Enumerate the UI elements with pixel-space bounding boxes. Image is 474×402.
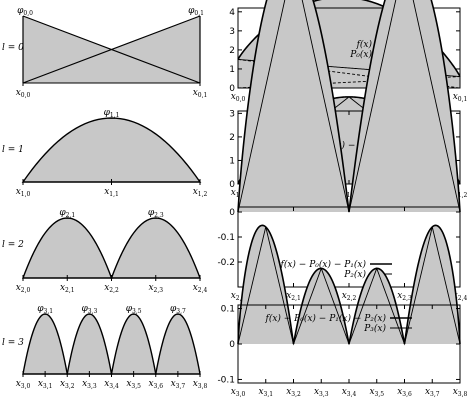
y-tick-label: -0.1	[217, 233, 235, 243]
x-tick-label: x2,3	[148, 283, 163, 294]
x-tick-label: x3,7	[425, 387, 440, 398]
x-tick-label: x3,1	[258, 387, 273, 398]
y-tick-label: 0	[229, 340, 235, 350]
x-tick-label: x2,3	[397, 291, 412, 302]
y-tick-label: 0	[229, 84, 235, 94]
x-tick-label: x1,0	[16, 187, 31, 198]
y-tick-label: 3	[229, 27, 235, 37]
level-label-0: l = 0	[2, 43, 24, 53]
y-tick-label: 4	[229, 8, 235, 18]
x-tick-label: x3,8	[193, 379, 208, 390]
x-tick-label: x3,6	[397, 387, 412, 398]
y-tick-label: 0	[229, 208, 235, 218]
x-tick-label: x3,3	[314, 387, 329, 398]
phi-label: φ2,1	[59, 208, 75, 219]
phi-label: φ3,3	[81, 304, 97, 315]
left-basis-panels: φ0,0 φ0,1 x0,0 x0,1 φ1,1 x1,0 x1,1 x1,2 φ2,1 φ2,3…	[16, 6, 208, 390]
phi-label: φ0,0	[17, 6, 33, 17]
basis-bump	[21, 117, 202, 183]
y-tick-label: 2	[229, 46, 235, 56]
residual-fill	[238, 225, 460, 344]
level-label-1: l = 1	[2, 145, 24, 155]
level-label-2: l = 2	[2, 240, 24, 250]
phi-label: φ2,3	[148, 208, 164, 219]
basis-bump	[66, 313, 113, 375]
x-tick-label: x3,2	[60, 379, 75, 390]
legend-label: f(x) − P₀(x) − P₁(x)	[280, 259, 367, 270]
basis-phi-0-1	[22, 15, 201, 84]
x-tick-label: x1,1	[104, 187, 119, 198]
x-tick-label: x3,4	[104, 379, 119, 390]
x-tick-label: x3,0	[16, 379, 31, 390]
series-interpolant	[237, 0, 461, 213]
legend-label: P₃(x)	[363, 323, 386, 334]
y-tick-label: 0.1	[221, 305, 235, 315]
x-tick-label: x2,1	[60, 283, 75, 294]
basis-panel-level-1: φ1,1 x1,0 x1,1 x1,2	[16, 108, 208, 198]
right-approximation-panels: 01234x0,0x0,1f(x)P₀(x)0123x1,0x1,1x1,2f(…	[217, 0, 467, 398]
basis-panel-level-0: φ0,0 φ0,1 x0,0 x0,1	[16, 6, 208, 99]
x-tick-label: x1,2	[193, 187, 208, 198]
y-tick-label: 3	[229, 109, 235, 119]
plot-frame	[237, 7, 461, 89]
x-tick-label: x3,8	[453, 387, 468, 398]
level-label-3: l = 3	[2, 338, 24, 348]
y-tick-label: 1	[229, 156, 235, 166]
basis-panel-level-3: φ3,1 φ3,3 φ3,5 φ3,7 x3,0 x3,1 x3,2 x3,3 x3,4 x3,5…	[16, 304, 208, 390]
x-tick-label: x3,2	[286, 387, 301, 398]
y-tick-label: -0.1	[217, 375, 235, 385]
approx-panel-level-2: 0-0.1-0.2x2,0x2,1x2,2x2,3x2,4f(x) − P₀(x…	[217, 0, 467, 302]
x-tick-label: x3,5	[126, 379, 141, 390]
level-labels: l = 0 l = 1 l = 2 l = 3	[2, 43, 24, 348]
x-tick-label: x2,1	[286, 291, 301, 302]
x-tick-label: x3,4	[342, 387, 357, 398]
x-tick-label: x0,1	[193, 88, 208, 99]
phi-label: φ3,1	[37, 304, 53, 315]
x-tick-label: x2,2	[104, 283, 119, 294]
x-tick-label: x2,0	[16, 283, 31, 294]
x-tick-label: x3,1	[38, 379, 53, 390]
phi-label: φ3,7	[170, 304, 186, 315]
x-tick-label: x2,4	[193, 283, 208, 294]
legend: f(x) − P₀(x) − P₁(x) − P₂(x)P₃(x)	[264, 313, 412, 334]
x-tick-label: x3,6	[148, 379, 163, 390]
phi-label: φ3,5	[126, 304, 142, 315]
x-tick-label: x2,0	[231, 291, 246, 302]
x-tick-label: x3,7	[171, 379, 186, 390]
x-tick-label: x0,0	[231, 92, 246, 103]
phi-label: φ0,1	[188, 6, 204, 17]
basis-bump	[21, 217, 113, 279]
x-tick-label: x3,3	[82, 379, 97, 390]
legend-label: f(x)	[356, 39, 373, 50]
approx-panel-level-3: 0.1 0 -0.1 x3,0 x3,1 x3,2 x3,3 x3,4 x3,5 x3,6 x3,7…	[217, 224, 468, 398]
legend-label: P₂(x)	[343, 269, 366, 280]
basis-bump	[110, 313, 157, 375]
y-tick-label: 1	[229, 65, 235, 75]
x-tick-label: x0,0	[16, 88, 31, 99]
x-tick-label: x3,5	[369, 387, 384, 398]
series-interpolant	[237, 226, 461, 346]
basis-panel-level-2: φ2,1 φ2,3 x2,0 x2,1 x2,2 x2,3 x2,4	[16, 208, 208, 294]
x-tick-label: x3,0	[231, 387, 246, 398]
y-tick-label: 2	[229, 133, 235, 143]
x-tick-label: x0,1	[453, 92, 468, 103]
basis-bump	[154, 313, 201, 375]
legend-label: f(x) − P₀(x) − P₁(x) − P₂(x)	[264, 313, 386, 324]
x-tick-label: x2,2	[342, 291, 357, 302]
phi-label: φ1,1	[104, 108, 120, 119]
y-tick-label: -0.2	[217, 258, 235, 268]
basis-bump	[110, 217, 202, 279]
y-tick-label: 0	[229, 180, 235, 190]
basis-bump	[22, 313, 69, 375]
legend-label: f(x) − P₀(x)	[329, 140, 381, 151]
legend-label: P₀(x)	[349, 49, 372, 60]
residual-fill	[238, 0, 460, 212]
